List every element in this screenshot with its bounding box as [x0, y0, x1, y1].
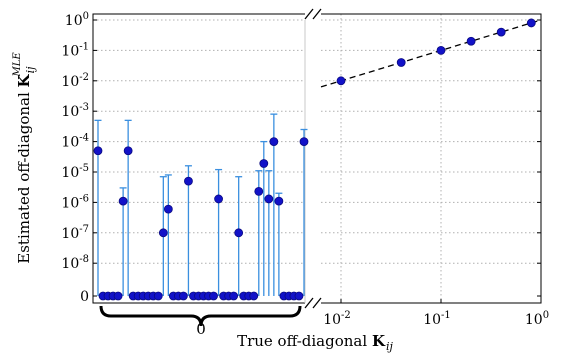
x-tick-label: 10-2: [323, 310, 351, 328]
tick-labels: 100 10-1 10-2 10-3 10-4 10-5 10-6 10-7 10-8 0 10-2…: [61, 11, 549, 328]
grid-lines: [93, 14, 542, 303]
data-point: [259, 159, 269, 168]
data-point: [93, 146, 103, 156]
y-tick-label: 10-3: [61, 102, 89, 120]
error-bars: [94, 113, 308, 296]
data-point: [234, 228, 244, 238]
data-point: [294, 291, 304, 301]
axis-break-mark: [304, 8, 314, 20]
data-point: [264, 194, 274, 204]
data-point: [179, 291, 188, 301]
data-point: [336, 76, 346, 86]
y-tick-label: 100: [65, 11, 89, 29]
y-tick-label: 0: [80, 289, 89, 305]
y-tick-label: 10-6: [61, 193, 89, 211]
left-panel-x-label: 0: [196, 320, 206, 338]
data-point: [269, 137, 279, 147]
x-tick-label: 100: [525, 310, 549, 328]
axis-break-mark: [312, 297, 322, 309]
y-tick-label: 10-2: [61, 72, 89, 90]
data-point: [396, 58, 406, 67]
axes: [92, 8, 542, 309]
data-point: [184, 176, 193, 186]
y-tick-label: 10-4: [61, 133, 89, 151]
x-axis-label: True off-diagonal Kij: [237, 332, 393, 353]
data-point: [249, 291, 259, 301]
data-point: [153, 291, 163, 301]
y-tick-label: 10-5: [61, 163, 89, 181]
y-tick-label: 10-8: [61, 254, 89, 272]
data-point: [118, 196, 128, 206]
data-point: [209, 291, 218, 301]
reference-line: [320, 19, 542, 88]
zero-group-brace: [99, 305, 302, 327]
right-panel-frame: [321, 13, 542, 304]
left-panel-frame: [92, 13, 305, 304]
data-point: [299, 137, 309, 147]
data-point: [214, 194, 223, 204]
data-point: [158, 228, 168, 238]
data-point: [496, 27, 506, 37]
y-axis-label: Estimated off-diagonal KijMLE: [12, 52, 37, 264]
data-point: [229, 291, 239, 301]
axis-break-mark: [312, 8, 322, 20]
axis-break-mark: [304, 297, 314, 309]
data-point: [526, 18, 536, 28]
y-tick-label: 10-1: [61, 41, 89, 59]
data-point: [254, 187, 264, 196]
data-points: [93, 18, 536, 301]
identity-line: [320, 19, 542, 88]
data-point: [436, 46, 446, 55]
x-tick-label: 10-1: [423, 310, 451, 328]
y-tick-label: 10-7: [61, 224, 89, 242]
data-point: [123, 146, 133, 156]
data-point: [274, 196, 284, 206]
data-point: [113, 291, 123, 301]
data-point: [163, 204, 173, 214]
data-point: [466, 36, 476, 46]
